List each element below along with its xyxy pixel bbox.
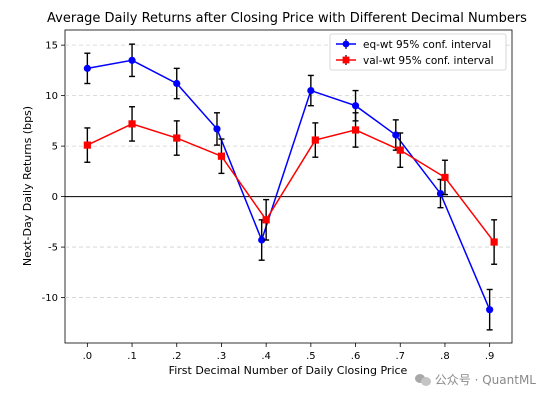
data-point: [307, 86, 315, 95]
legend-label: val-wt 95% conf. interval: [363, 55, 494, 67]
x-tick-label: .3: [217, 351, 227, 362]
data-point: [351, 126, 360, 134]
watermark-text: 公众号 · QuantML: [434, 373, 536, 387]
plot-area: [64, 29, 513, 344]
y-tick-label: 0: [52, 192, 58, 203]
x-tick-label: .2: [172, 351, 182, 362]
y-tick-label: 5: [52, 142, 58, 153]
legend-marker: [342, 40, 350, 48]
legend-box: [329, 33, 507, 71]
data-point: [173, 79, 181, 88]
data-point: [351, 102, 360, 110]
series-line: [87, 59, 491, 310]
data-point: [436, 189, 445, 198]
data-point: [490, 238, 498, 246]
y-axis-ticks: -10 -5 0 5 10 15: [42, 41, 65, 304]
x-axis-label: First Decimal Number of Daily Closing Pr…: [169, 364, 408, 377]
x-tick-label: .9: [485, 351, 495, 362]
legend: eq-wt 95% conf. interval val-wt 95% conf.…: [329, 33, 507, 71]
data-point: [128, 56, 136, 64]
x-tick-label: .7: [395, 351, 405, 362]
data-point: [441, 173, 449, 182]
series-layer: [83, 43, 498, 331]
x-tick-label: .5: [306, 351, 316, 362]
legend-label: eq-wt 95% conf. interval: [363, 39, 491, 51]
x-tick-label: .0: [83, 351, 93, 362]
x-tick-label: .6: [351, 351, 361, 362]
series-line: [87, 123, 495, 243]
watermark: 公众号 · QuantML: [414, 371, 536, 388]
wechat-bubbles-icon: [414, 373, 431, 386]
y-tick-label: -5: [48, 243, 58, 254]
data-point: [128, 120, 136, 128]
series-eq-wt: [83, 43, 494, 331]
x-axis-ticks: .0 .1 .2 .3 .4 .5 .6 .7 .8 .9: [83, 343, 495, 362]
data-point: [83, 64, 91, 72]
data-point: [311, 136, 319, 144]
data-point: [173, 134, 181, 142]
y-tick-label: -10: [42, 293, 58, 304]
legend-marker: [342, 56, 350, 64]
data-point: [217, 152, 226, 160]
data-point: [83, 141, 91, 149]
x-tick-label: .8: [440, 351, 450, 362]
x-tick-label: .4: [261, 351, 271, 362]
chart-title: Average Daily Returns after Closing Pric…: [47, 11, 527, 26]
x-tick-label: .1: [127, 351, 137, 362]
data-point: [396, 146, 404, 154]
y-tick-label: 10: [45, 91, 58, 102]
data-point: [258, 236, 266, 244]
data-point: [262, 216, 270, 224]
series-val-wt: [83, 106, 498, 265]
y-tick-label: 15: [45, 41, 58, 52]
data-point: [213, 125, 221, 133]
data-point: [486, 306, 494, 314]
y-axis-label: Next-Day Daily Returns (bps): [21, 106, 34, 266]
